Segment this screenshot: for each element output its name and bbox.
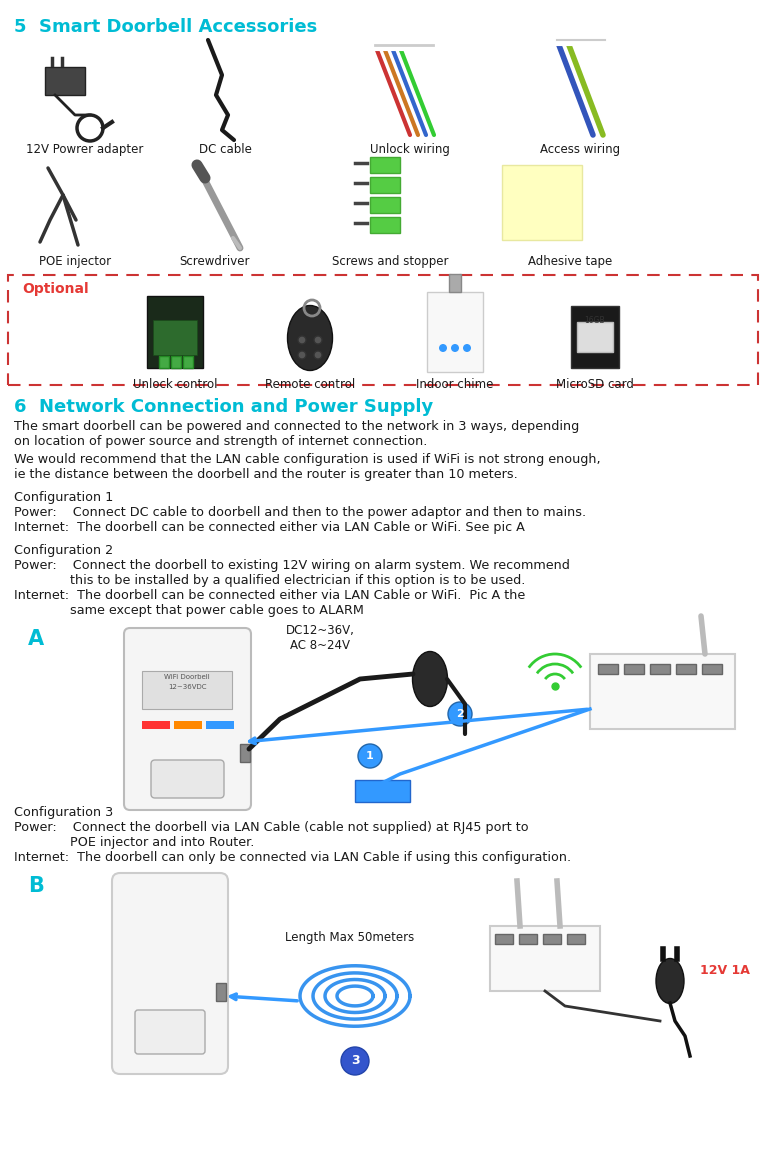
Text: POE injector and into Router.: POE injector and into Router.: [14, 836, 254, 849]
Text: Access wiring: Access wiring: [540, 143, 620, 155]
Circle shape: [463, 344, 471, 352]
Text: Remote control: Remote control: [265, 378, 355, 390]
FancyBboxPatch shape: [151, 760, 224, 798]
Text: WiFi Doorbell: WiFi Doorbell: [164, 675, 210, 680]
Bar: [216, 983, 226, 1001]
Bar: [502, 165, 582, 240]
FancyBboxPatch shape: [124, 628, 251, 810]
Bar: [240, 743, 250, 762]
Text: Internet:  The doorbell can be connected either via LAN Cable or WiFi. See pic A: Internet: The doorbell can be connected …: [14, 521, 525, 534]
Circle shape: [341, 1047, 369, 1075]
Bar: [153, 320, 197, 355]
Bar: [171, 357, 181, 368]
Bar: [8, 275, 758, 385]
Text: 3: 3: [351, 1054, 359, 1067]
Bar: [142, 671, 232, 710]
Circle shape: [451, 344, 459, 352]
Text: Screwdriver: Screwdriver: [180, 255, 250, 268]
Ellipse shape: [287, 305, 333, 371]
Bar: [206, 721, 234, 729]
Text: Configuration 2: Configuration 2: [14, 544, 113, 556]
Bar: [370, 217, 400, 233]
Text: Internet:  The doorbell can be connected either via LAN Cable or WiFi.  Pic A th: Internet: The doorbell can be connected …: [14, 589, 525, 602]
Text: DC cable: DC cable: [199, 143, 251, 155]
Circle shape: [298, 351, 306, 359]
Text: Indoor chime: Indoor chime: [416, 378, 494, 390]
Circle shape: [314, 351, 322, 359]
Text: Configuration 1: Configuration 1: [14, 491, 113, 504]
Bar: [147, 296, 203, 368]
Text: Adhesive tape: Adhesive tape: [528, 255, 612, 268]
Text: A: A: [28, 629, 44, 649]
Bar: [142, 721, 170, 729]
Text: 5  Smart Doorbell Accessories: 5 Smart Doorbell Accessories: [14, 18, 317, 36]
Text: 12V 1A: 12V 1A: [700, 964, 750, 977]
Circle shape: [439, 344, 447, 352]
Text: 12V Powrer adapter: 12V Powrer adapter: [26, 143, 144, 155]
Text: Screws and stopper: Screws and stopper: [332, 255, 449, 268]
Bar: [650, 664, 670, 675]
Text: Internet:  The doorbell can only be connected via LAN Cable if using this config: Internet: The doorbell can only be conne…: [14, 851, 571, 864]
Bar: [624, 664, 644, 675]
Text: Power:    Connect DC cable to doorbell and then to the power adaptor and then to: Power: Connect DC cable to doorbell and …: [14, 506, 586, 519]
Text: Unlock wiring: Unlock wiring: [370, 143, 450, 155]
Bar: [370, 198, 400, 213]
Text: B: B: [28, 876, 44, 895]
Text: 2: 2: [456, 710, 464, 719]
Bar: [571, 306, 619, 368]
Bar: [495, 934, 513, 945]
Circle shape: [298, 336, 306, 344]
Text: The smart doorbell can be powered and connected to the network in 3 ways, depend: The smart doorbell can be powered and co…: [14, 420, 579, 433]
FancyBboxPatch shape: [135, 1010, 205, 1054]
Bar: [519, 934, 537, 945]
Text: 6  Network Connection and Power Supply: 6 Network Connection and Power Supply: [14, 397, 433, 416]
Text: on location of power source and strength of internet connection.: on location of power source and strength…: [14, 435, 427, 448]
Bar: [45, 67, 85, 95]
Bar: [702, 664, 722, 675]
Ellipse shape: [656, 959, 684, 1003]
Bar: [543, 934, 561, 945]
Text: DC12~36V,
AC 8~24V: DC12~36V, AC 8~24V: [286, 624, 355, 652]
Bar: [590, 653, 735, 729]
Text: Optional: Optional: [22, 282, 88, 296]
Bar: [449, 274, 461, 292]
Text: Power:    Connect the doorbell via LAN Cable (cable not supplied) at RJ45 port t: Power: Connect the doorbell via LAN Cabl…: [14, 821, 528, 833]
Text: 12~36VDC: 12~36VDC: [167, 684, 207, 690]
Circle shape: [358, 743, 382, 768]
Text: 1: 1: [366, 750, 374, 761]
Circle shape: [448, 703, 472, 726]
Text: same except that power cable goes to ALARM: same except that power cable goes to ALA…: [14, 604, 364, 617]
Bar: [427, 292, 483, 372]
Text: this to be installed by a qualified electrician if this option is to be used.: this to be installed by a qualified elec…: [14, 574, 525, 587]
Text: MicroSD card: MicroSD card: [556, 378, 634, 390]
Bar: [490, 926, 600, 991]
Bar: [355, 780, 410, 802]
Bar: [174, 721, 202, 729]
Bar: [676, 664, 696, 675]
Text: Length Max 50meters: Length Max 50meters: [286, 931, 415, 945]
Bar: [567, 934, 585, 945]
Bar: [370, 157, 400, 173]
Text: 16GB: 16GB: [584, 316, 605, 325]
Text: Unlock control: Unlock control: [133, 378, 217, 390]
Bar: [577, 321, 613, 352]
Ellipse shape: [412, 651, 448, 706]
Text: We would recommend that the LAN cable configuration is used if WiFi is not stron: We would recommend that the LAN cable co…: [14, 454, 601, 466]
Circle shape: [314, 336, 322, 344]
Text: ie the distance between the doorbell and the router is greater than 10 meters.: ie the distance between the doorbell and…: [14, 468, 518, 480]
Bar: [370, 177, 400, 193]
Text: Configuration 3: Configuration 3: [14, 805, 113, 819]
Bar: [598, 664, 618, 675]
Text: POE injector: POE injector: [39, 255, 111, 268]
Bar: [159, 357, 169, 368]
FancyBboxPatch shape: [112, 873, 228, 1074]
Bar: [183, 357, 193, 368]
Text: Power:    Connect the doorbell to existing 12V wiring on alarm system. We recomm: Power: Connect the doorbell to existing …: [14, 559, 570, 572]
